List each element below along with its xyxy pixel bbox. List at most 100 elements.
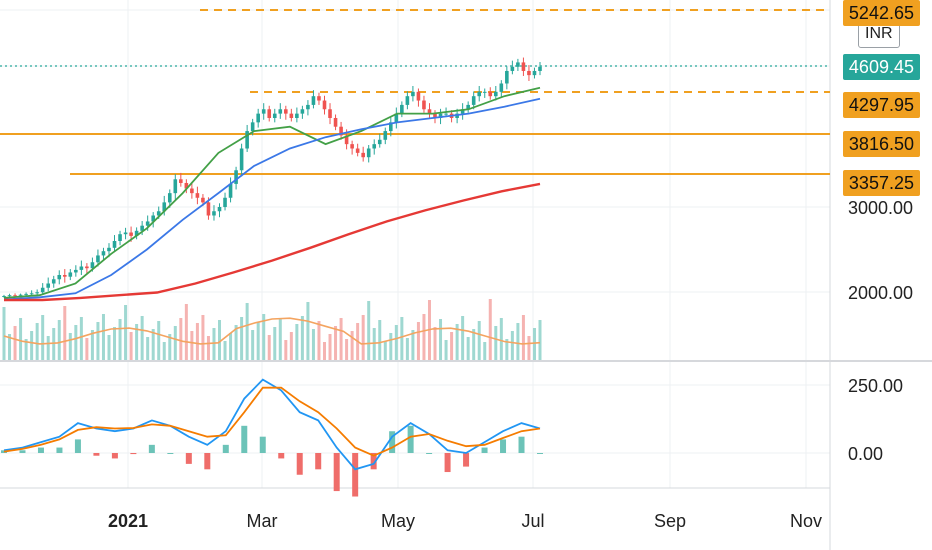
candle-body [427,109,432,114]
volume-bar [19,318,23,360]
time-axis-label: Sep [654,511,686,531]
volume-bar [422,314,426,360]
ma-fast-line [3,86,541,299]
candle-body [24,293,28,295]
volume-bar [85,338,89,360]
candle-body [416,91,421,101]
candle-body [51,279,56,284]
volume-bar [411,330,415,360]
candle-body [29,293,34,295]
volume-bar [63,306,67,360]
candle-body [140,225,144,231]
macd-histogram-bar [74,439,81,453]
candle-body [134,230,139,236]
candle-body [173,179,178,194]
volume-bar [206,336,210,360]
volume-bar [439,319,443,360]
volume-bar [135,324,139,360]
candle-body [250,122,255,132]
candle-body [96,255,100,263]
candle-body [74,269,78,273]
volume-bar [90,330,94,360]
candle-body [377,139,382,145]
candle-body [317,96,321,101]
macd-histogram-bar [352,453,359,497]
macd-histogram-bar [315,453,322,470]
candle-body [510,66,515,71]
candle-body [372,144,377,149]
candle-body [516,62,520,67]
volume-bar [151,329,155,360]
volume-bar [322,342,326,360]
ma-mid-line [3,97,541,301]
volume-bar [2,307,6,360]
volume-bar [372,328,376,360]
volume-bar [96,322,100,360]
candle-body [223,197,227,207]
candle-body [350,144,354,149]
candle-body [300,109,305,114]
candle-body [35,292,39,294]
candle-body [339,126,343,136]
candle-body [389,122,393,132]
macd-histogram-bar [185,453,192,464]
volume-bar [477,321,481,360]
volume-bar [190,331,194,360]
candle-body [482,91,487,93]
candle-body [256,113,260,123]
volume-bar [101,314,105,360]
candle-body [460,109,465,114]
candle-body [18,294,23,296]
volume-bar [74,325,78,360]
volume-bar [444,340,448,360]
volume-bar [328,334,332,360]
volume-bar [483,342,487,360]
volume-bar [13,326,17,360]
price-label-level-2: 3816.50 [842,131,920,157]
candle-body [40,287,45,293]
volume-bar [30,331,34,360]
candle-body [527,70,531,76]
macd-histogram-bar [333,453,340,492]
candle-body [471,96,476,105]
volume-bar [350,331,354,360]
macd-histogram-bar [407,425,414,453]
time-axis-label: 2021 [108,511,148,531]
candle-body [184,182,189,189]
candle-body [90,262,95,269]
volume-bar [223,341,227,360]
macd-histogram-bar [56,447,63,453]
price-label-target: 5242.65 [842,0,920,26]
volume-bar [162,342,166,360]
volume-bar [278,319,282,360]
candle-body [405,96,410,105]
macd-histogram-bar [537,453,543,454]
candle-body [333,117,338,127]
candle-body [366,148,371,158]
volume-bar [494,326,498,360]
candle-body [477,91,482,97]
candle-body [206,202,211,216]
candle-body [239,148,244,171]
volume-bar [510,331,514,360]
volume-bar [229,333,233,360]
candle-body [272,113,277,118]
volume-bar [521,315,525,360]
volume-bar [212,328,216,360]
volume-bar [306,302,310,360]
candle-body [394,113,399,123]
volume-bar [140,316,144,360]
volume-bar [516,323,520,360]
volume-bar [394,325,398,360]
candle-body [156,211,161,216]
volume-bar [240,317,244,360]
macd-histogram-bar [444,453,451,473]
volume-bar [273,327,277,360]
candle-body [383,131,388,140]
candle-body [112,241,117,248]
volume-bar [488,299,492,360]
volume-bar [538,320,542,360]
volume-bar [218,320,222,360]
volume-bar [195,323,199,360]
